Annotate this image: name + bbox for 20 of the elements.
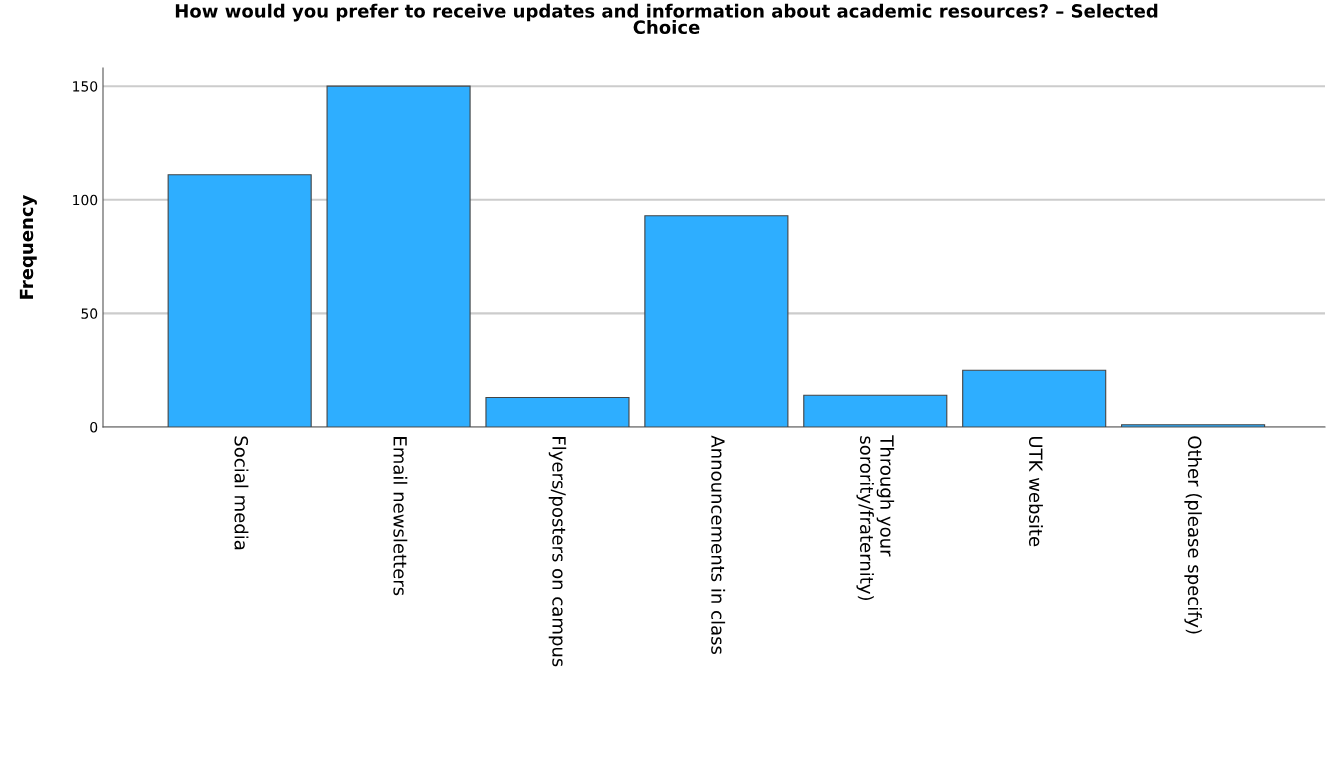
chart-title: How would you prefer to receive updates and information about academic resources? – Selected Choice	[175, 3, 1158, 35]
bar	[1121, 424, 1266, 427]
bar	[326, 85, 471, 427]
y-axis-title: Frequency	[19, 194, 37, 299]
y-tick-label: 100	[73, 194, 98, 206]
x-tick-label: Flyers/posters on campus	[548, 437, 567, 667]
bar	[167, 174, 312, 427]
x-tick-label: Email newsletters	[393, 437, 408, 596]
y-tick-label: 50	[81, 308, 98, 319]
x-tick-label: Through your sorority/fraternity)	[856, 435, 895, 600]
y-tick-label: 0	[90, 421, 98, 433]
x-tick-label: Other (please specify)	[1184, 436, 1202, 634]
x-tick-label: Social media	[234, 436, 249, 550]
bar	[962, 369, 1107, 427]
bar	[803, 394, 948, 427]
bar	[644, 215, 789, 427]
x-tick-label: Announcements in class	[711, 435, 726, 655]
bar	[485, 396, 630, 427]
y-tick-label: 150	[73, 81, 98, 92]
x-tick-label: UTK website	[1028, 436, 1043, 547]
